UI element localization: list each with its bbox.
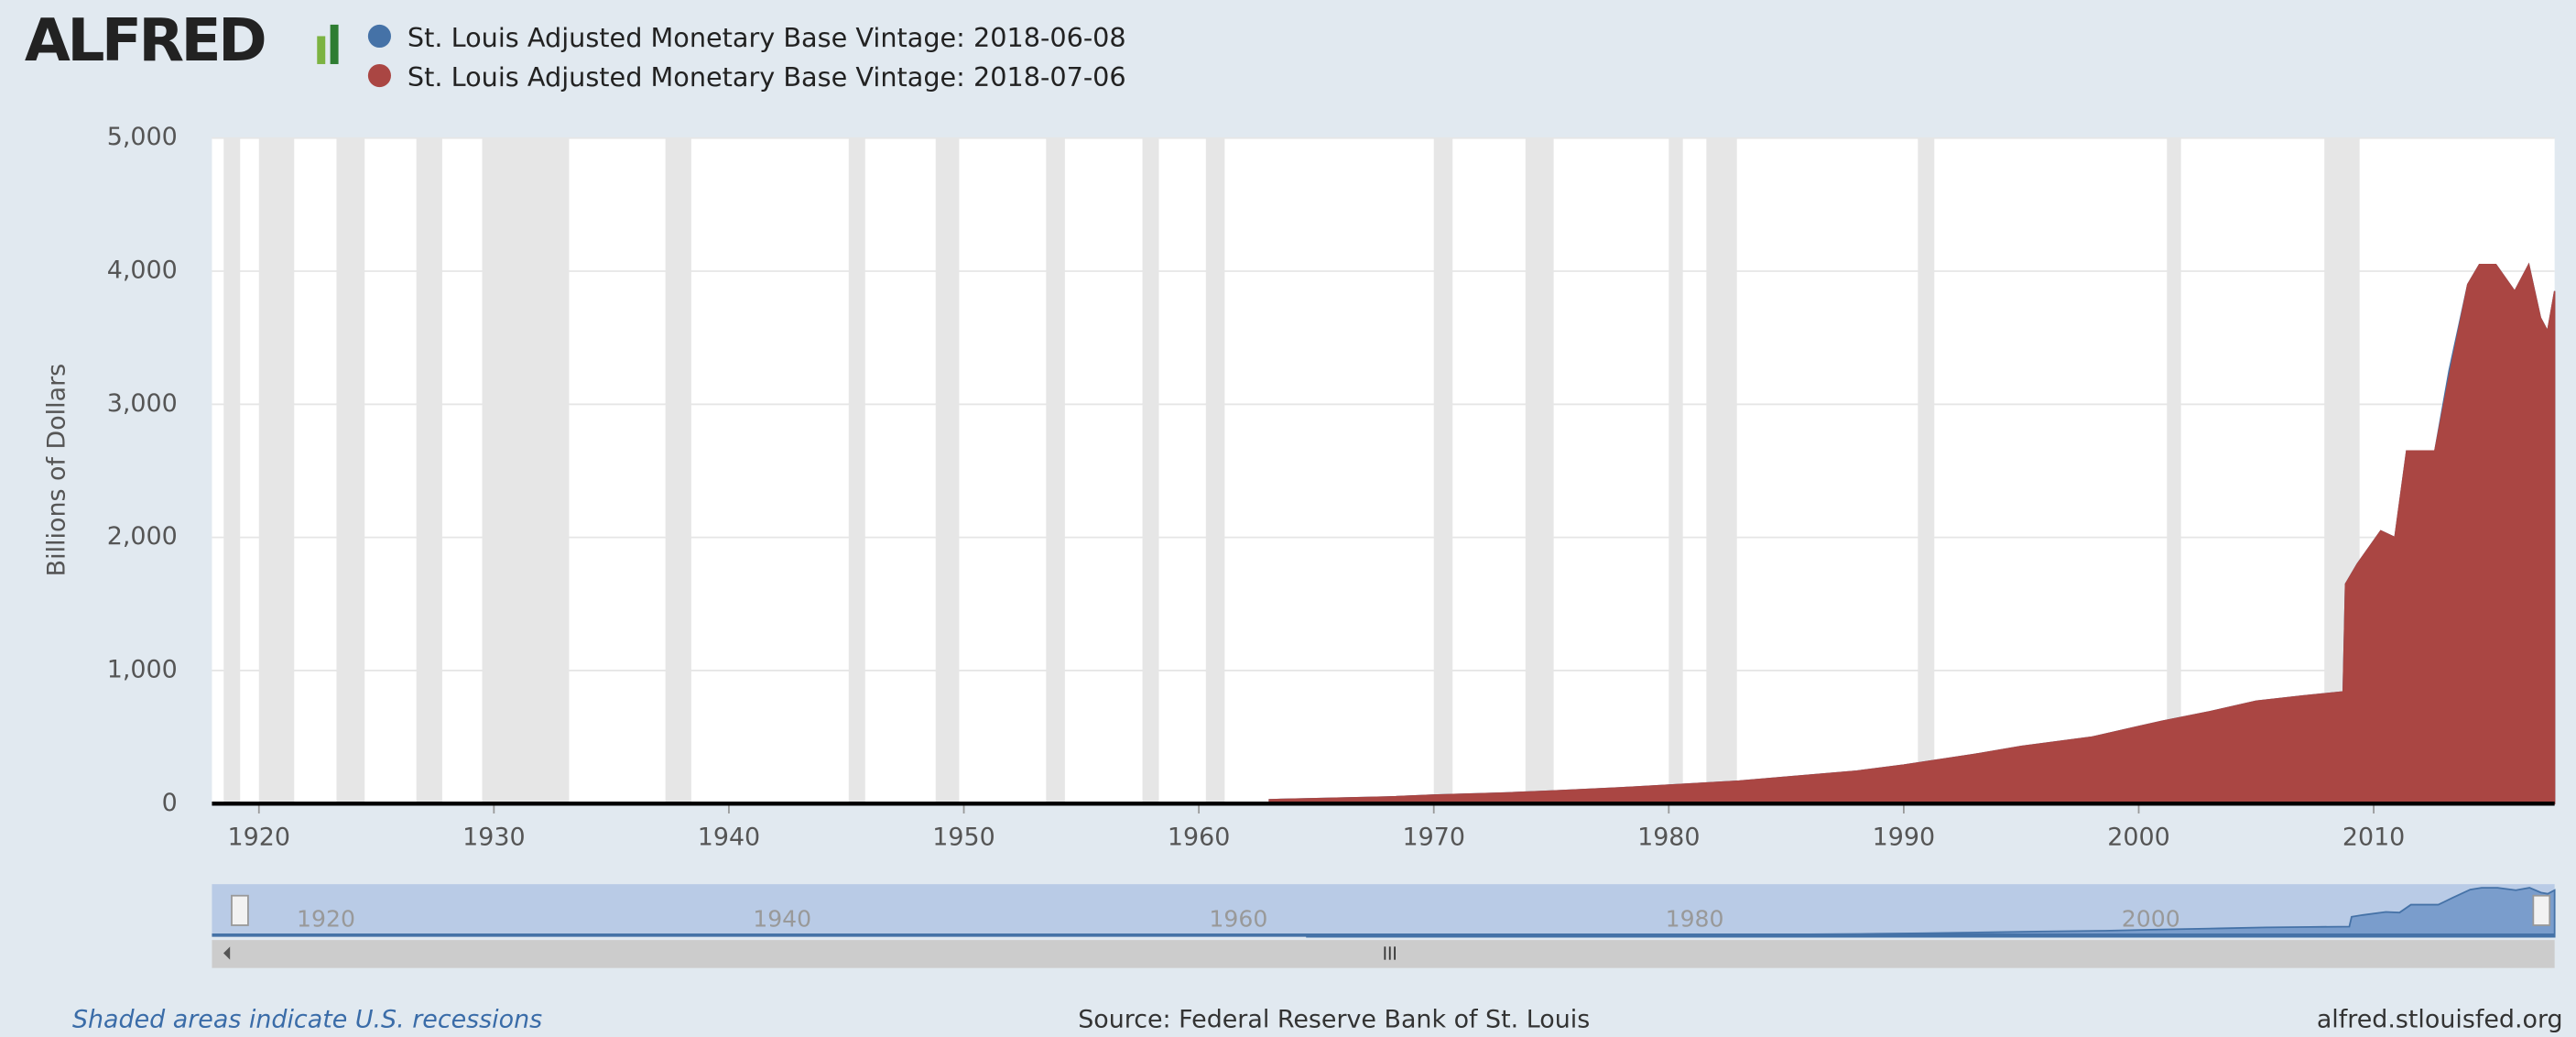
- recession-band: [2167, 137, 2181, 804]
- y-tick-label: 2,000: [107, 522, 178, 551]
- x-tick-label: 1920: [228, 823, 290, 851]
- legend-label: St. Louis Adjusted Monetary Base Vintage…: [408, 61, 1126, 93]
- recession-band: [1918, 137, 1935, 804]
- recession-band: [1046, 137, 1065, 804]
- plot-area: [212, 137, 2555, 804]
- recession-band: [1706, 137, 1737, 804]
- x-tick-label: 1950: [932, 823, 995, 851]
- navigator-tick-label: 1980: [1666, 906, 1724, 933]
- x-tick-label: 1990: [1873, 823, 1935, 851]
- recession-band: [258, 137, 295, 804]
- x-tick-label: 2000: [2107, 823, 2169, 851]
- area-series: [1268, 262, 2556, 804]
- legend-label: St. Louis Adjusted Monetary Base Vintage…: [408, 22, 1126, 53]
- y-tick-label: 4,000: [107, 257, 178, 285]
- y-tick-label: 1,000: [107, 655, 178, 683]
- logo-bar: [317, 36, 326, 64]
- y-tick-label: 3,000: [107, 389, 178, 418]
- y-tick-label: 5,000: [107, 123, 178, 151]
- scroll-arrow: [223, 946, 231, 960]
- y-tick-label: 0: [162, 789, 178, 817]
- x-tick-label: 1960: [1168, 823, 1230, 851]
- x-tick-label: 1970: [1402, 823, 1464, 851]
- navigator-window: [212, 884, 2555, 937]
- logo-bar: [330, 24, 339, 64]
- recession-band: [1205, 137, 1225, 804]
- legend-marker: [367, 24, 391, 49]
- navigator-handle[interactable]: [2532, 894, 2551, 926]
- navigator-tick-label: 2000: [2122, 906, 2180, 933]
- recession-band: [223, 137, 241, 804]
- recession-band: [935, 137, 960, 804]
- navigator-handle[interactable]: [231, 894, 249, 926]
- source: Source: Federal Reserve Bank of St. Loui…: [1078, 1006, 1590, 1034]
- recession-band: [416, 137, 442, 804]
- recession-band: [1433, 137, 1453, 804]
- recession-band: [336, 137, 365, 804]
- navigator-tick-label: 1960: [1209, 906, 1267, 933]
- recession-band: [1142, 137, 1159, 804]
- navigator-tick-label: 1940: [753, 906, 811, 933]
- x-tick-label: 1930: [462, 823, 525, 851]
- recession-band: [1668, 137, 1683, 804]
- recession-band: [1525, 137, 1554, 804]
- recession-band: [848, 137, 865, 804]
- recession-band: [665, 137, 691, 804]
- y-axis-label: Billions of Dollars: [42, 364, 71, 577]
- scrollbar[interactable]: [212, 940, 2555, 968]
- legend-marker: [367, 63, 391, 88]
- recession-note[interactable]: Shaded areas indicate U.S. recessions: [72, 1006, 542, 1034]
- site-link[interactable]: alfred.stlouisfed.org: [2317, 1006, 2563, 1034]
- logo: ALFRED: [25, 6, 265, 75]
- x-tick-label: 2010: [2342, 823, 2405, 851]
- recession-band: [482, 137, 570, 804]
- x-tick-label: 1940: [698, 823, 760, 851]
- x-tick-label: 1980: [1637, 823, 1700, 851]
- navigator-tick-label: 1920: [297, 906, 355, 933]
